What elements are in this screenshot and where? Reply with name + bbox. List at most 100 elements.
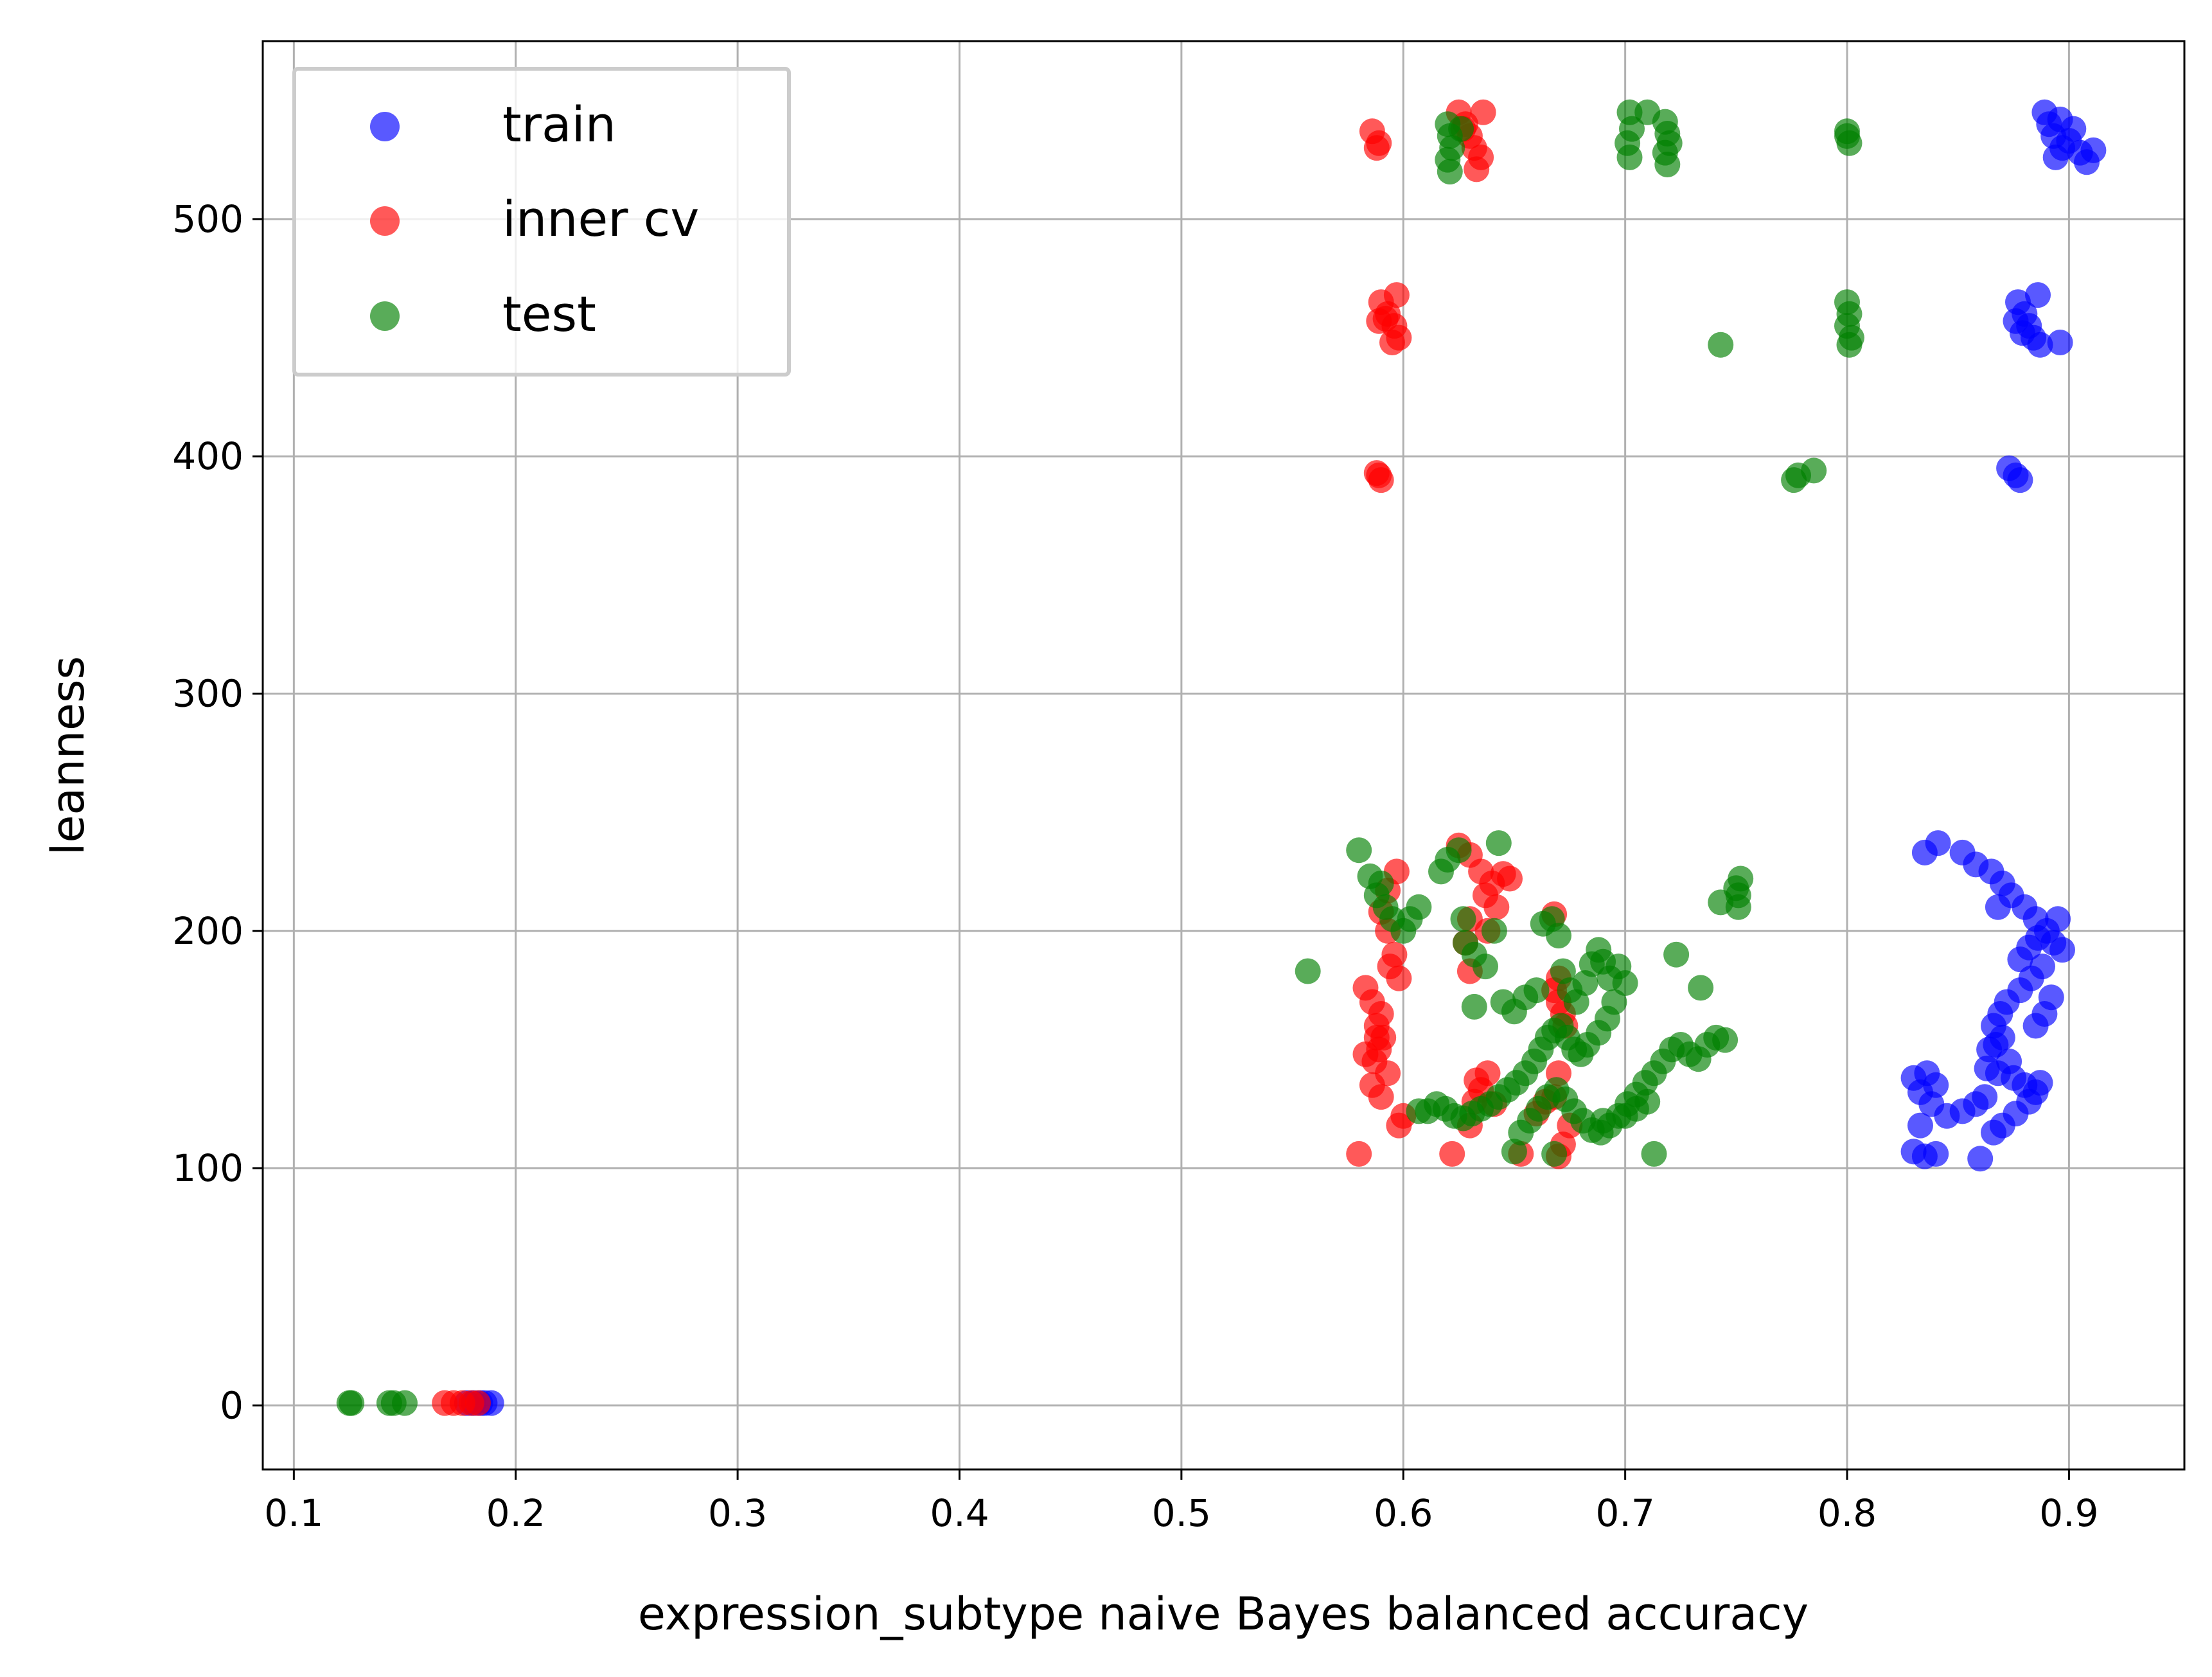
y-tick-label: 500: [172, 197, 243, 241]
point-test: [1485, 830, 1512, 856]
point-test: [1634, 1088, 1661, 1115]
plot-frame: [261, 40, 2186, 1471]
y-tick-label: 400: [172, 434, 243, 478]
point-train: [2022, 1013, 2049, 1039]
point-inner-cv: [465, 1390, 491, 1416]
point-test: [1450, 906, 1476, 932]
point-inner-cv: [1346, 1140, 1372, 1167]
x-tick-label: 0.8: [1818, 1491, 1877, 1535]
point-inner-cv: [1497, 865, 1523, 892]
point-test: [1461, 993, 1487, 1020]
x-tick-label: 0.2: [486, 1491, 545, 1535]
point-test: [392, 1390, 418, 1416]
point-inner-cv: [1386, 965, 1412, 991]
point-test: [1473, 954, 1498, 980]
point-test: [1523, 977, 1550, 1004]
point-train: [2080, 137, 2107, 163]
y-tick-label: 100: [172, 1146, 243, 1190]
point-inner-cv: [1383, 282, 1410, 308]
point-test: [1663, 941, 1690, 968]
point-test: [1541, 1140, 1568, 1167]
x-tick-label: 0.5: [1152, 1491, 1211, 1535]
point-train: [2016, 1088, 2042, 1115]
point-test: [1836, 332, 1863, 358]
point-test: [1481, 918, 1507, 944]
point-test: [1641, 1140, 1667, 1167]
point-inner-cv: [1464, 1067, 1490, 1094]
point-test: [1368, 870, 1394, 896]
point-inner-cv: [1366, 308, 1392, 334]
point-test: [1546, 923, 1571, 949]
point-inner-cv: [1470, 99, 1496, 125]
point-train: [2027, 1070, 2053, 1096]
point-test: [1437, 159, 1463, 185]
point-train: [2047, 106, 2073, 132]
x-tick-label: 0.7: [1596, 1491, 1655, 1535]
point-train: [1974, 1055, 2000, 1081]
grid: [263, 41, 2184, 1469]
legend-label-inner-cv: inner cv: [502, 190, 699, 247]
x-tick-label: 0.3: [708, 1491, 767, 1535]
point-train: [2042, 144, 2069, 170]
point-test: [1448, 116, 1474, 142]
x-tick-label: 0.6: [1374, 1491, 1433, 1535]
point-inner-cv: [1464, 156, 1490, 182]
point-test: [1406, 1098, 1432, 1124]
legend-marker-train: [370, 112, 400, 141]
point-test: [1654, 152, 1681, 177]
point-train: [1967, 1146, 1994, 1172]
point-inner-cv: [1366, 462, 1392, 488]
data-points: [336, 99, 2107, 1416]
point-inner-cv: [1483, 894, 1510, 920]
point-test: [1346, 837, 1372, 864]
point-test: [1801, 457, 1827, 484]
legend-label-test: test: [502, 285, 596, 342]
point-test: [1590, 1108, 1616, 1134]
point-test: [1406, 894, 1432, 920]
legend-box: [292, 67, 791, 377]
point-train: [2047, 330, 2073, 355]
legend-marker-test: [370, 301, 400, 331]
x-axis-title: expression_subtype naive Bayes balanced …: [638, 1588, 1809, 1640]
point-train: [1925, 830, 1951, 856]
point-test: [1712, 1027, 1739, 1053]
point-test: [1616, 144, 1643, 170]
point-inner-cv: [1363, 1024, 1390, 1051]
point-inner-cv: [1379, 330, 1405, 355]
point-test: [1612, 970, 1638, 996]
point-train: [1907, 1112, 1933, 1139]
x-tick-label: 0.1: [264, 1491, 323, 1535]
legend-marker-inner-cv: [370, 206, 400, 236]
point-train: [1923, 1072, 1949, 1098]
y-tick-label: 200: [172, 909, 243, 953]
point-inner-cv: [1386, 1112, 1412, 1139]
point-inner-cv: [1439, 1140, 1465, 1167]
point-test: [1708, 332, 1734, 358]
point-train: [2007, 467, 2033, 493]
point-train: [2049, 937, 2075, 963]
x-tick-label: 0.4: [930, 1491, 989, 1535]
point-inner-cv: [1363, 135, 1390, 161]
point-test: [1295, 958, 1321, 984]
point-train: [2045, 906, 2071, 932]
legend: train inner cv test: [292, 67, 791, 377]
axis-ticks: 0.1 0.2 0.3 0.4 0.5 0.6 0.7 0.8 0.9 0 100 200 300 400…: [172, 197, 2098, 1535]
point-test: [1446, 837, 1472, 864]
y-tick-label: 0: [220, 1383, 243, 1427]
point-train: [2003, 308, 2029, 334]
point-train: [2025, 282, 2051, 308]
y-tick-label: 300: [172, 671, 243, 715]
point-test: [339, 1390, 365, 1416]
point-test: [1725, 894, 1751, 920]
point-inner-cv: [1368, 1084, 1394, 1110]
point-train: [1985, 894, 2011, 920]
point-test: [1834, 123, 1860, 149]
point-train: [1923, 1140, 1949, 1167]
x-tick-label: 0.9: [2039, 1491, 2098, 1535]
point-train: [2025, 925, 2051, 951]
point-train: [1983, 1032, 2009, 1058]
point-test: [1688, 975, 1714, 1001]
legend-label-train: train: [502, 96, 616, 153]
y-axis-title: leanness: [42, 656, 94, 855]
